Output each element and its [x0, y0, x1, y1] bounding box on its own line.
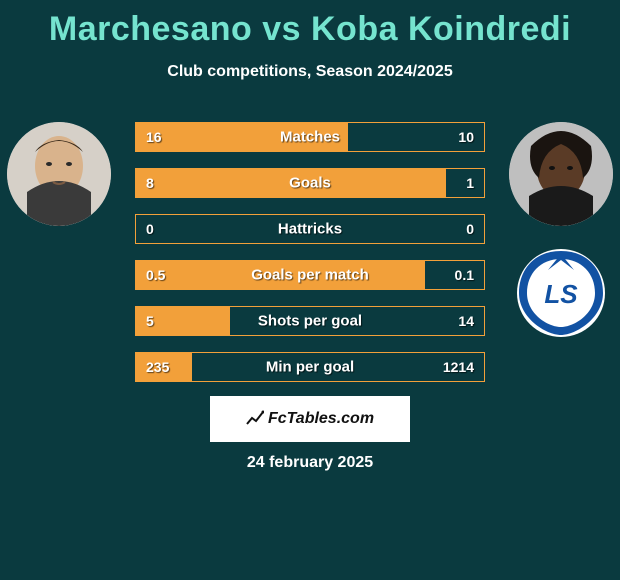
- stat-row: 16Matches10: [135, 122, 485, 152]
- footer-date: 24 february 2025: [0, 454, 620, 472]
- page-title: Marchesano vs Koba Koindredi: [0, 10, 620, 49]
- stat-row: 8Goals1: [135, 168, 485, 198]
- stat-value-right: 0: [466, 221, 474, 237]
- stat-fill: [136, 353, 192, 381]
- brand-text: FcTables.com: [268, 410, 374, 428]
- player-right-column: LS: [508, 122, 614, 338]
- stat-fill: [136, 123, 348, 151]
- stat-fill: [136, 307, 230, 335]
- crest-text: LS: [544, 279, 578, 309]
- brand-icon: [246, 410, 264, 428]
- stat-value-right: 1214: [443, 359, 474, 375]
- stat-fill: [136, 261, 425, 289]
- player-left-column: [6, 122, 112, 226]
- stat-row: 0.5Goals per match0.1: [135, 260, 485, 290]
- player-right-avatar: [509, 122, 613, 226]
- comparison-card: Marchesano vs Koba Koindredi Club compet…: [0, 0, 620, 580]
- stat-bars: 16Matches10 8Goals1 0Hattricks0 0.5Goals pe…: [135, 122, 485, 398]
- player-left-avatar: [7, 122, 111, 226]
- stat-label: Hattricks: [136, 221, 484, 238]
- stat-value-right: 0.1: [455, 267, 474, 283]
- stat-value-left: 0: [146, 221, 154, 237]
- stat-row: 235Min per goal1214: [135, 352, 485, 382]
- page-subtitle: Club competitions, Season 2024/2025: [0, 63, 620, 81]
- brand-badge: FcTables.com: [210, 396, 410, 442]
- stat-fill: [136, 169, 446, 197]
- player-right-crest: LS: [516, 248, 606, 338]
- stat-value-right: 10: [458, 129, 474, 145]
- stat-row: 5Shots per goal14: [135, 306, 485, 336]
- stat-value-right: 14: [458, 313, 474, 329]
- stat-value-right: 1: [466, 175, 474, 191]
- stat-row: 0Hattricks0: [135, 214, 485, 244]
